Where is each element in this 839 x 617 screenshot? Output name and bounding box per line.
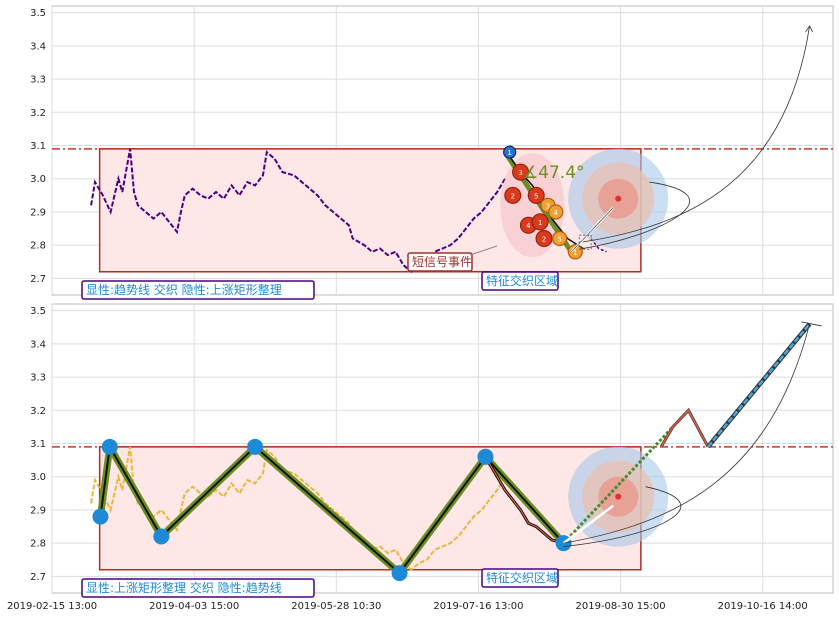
signal-marker-blue <box>503 145 517 159</box>
y-tick-label: 3.1 <box>30 439 46 450</box>
price-series-tail <box>590 238 607 253</box>
signal-marker-blue-label: 1 <box>507 149 511 157</box>
zigzag-pivot-marker <box>391 565 408 582</box>
projection-arrow-head <box>805 25 813 33</box>
projection-curve-secondary <box>583 181 690 249</box>
zigzag-pivot-marker <box>101 438 118 455</box>
signal-marker-orange <box>552 230 568 247</box>
focus-box <box>578 234 592 250</box>
signal-marker-label: 1 <box>573 249 577 257</box>
signal-marker-orange <box>548 204 564 220</box>
pattern-label-text: 显性:趋势线 交织 隐性:上涨矩形整理 <box>86 282 282 297</box>
top-chart-panel: 2.72.82.93.03.13.23.33.43.523451234511∡4… <box>30 5 834 300</box>
signal-marker-label: 1 <box>538 219 542 227</box>
signal-marker-label: 5 <box>534 192 538 200</box>
target-center-point <box>615 493 622 500</box>
signal-marker-red <box>512 163 530 181</box>
signal-event-label-text: 短信号事件 <box>412 255 472 269</box>
y-tick-label: 3.4 <box>30 41 46 52</box>
signal-event-pointer <box>469 245 498 256</box>
y-tick-label: 3.3 <box>30 373 46 384</box>
pattern-label-box <box>81 280 315 300</box>
signal-marker-red <box>535 230 553 248</box>
zigzag-pivot-marker <box>477 448 494 465</box>
y-tick-label: 3.5 <box>30 306 46 317</box>
forecast-blue-line <box>707 323 811 448</box>
x-axis: 2019-02-15 13:00 2019-04-03 15:00 2019-05-… <box>7 601 808 612</box>
y-tick-label: 2.9 <box>30 505 46 516</box>
y-tick-label: 3.1 <box>30 141 46 152</box>
signal-marker-label: 2 <box>542 236 546 244</box>
signal-marker-label: 4 <box>526 222 531 230</box>
projection-arrow-white <box>562 504 614 545</box>
projection-curve <box>563 323 810 544</box>
zigzag-pivot-marker <box>247 438 264 455</box>
x-tick-label: 2019-10-16 14:00 <box>718 601 808 612</box>
pattern-label-box <box>81 578 315 598</box>
y-tick-label: 3.2 <box>30 108 46 119</box>
signal-marker-red <box>531 213 549 231</box>
bottom-chart-panel: 2.7 2.8 2.9 3.0 3.1 3.2 3.3 3.4 3.5 特征交织区域显性:上涨矩形… <box>30 303 834 598</box>
red-zigzag-core <box>484 456 564 544</box>
y-tick-label: 3.5 <box>30 8 46 19</box>
forecast-end-tick <box>801 321 822 327</box>
signal-marker-label: 3 <box>546 202 550 210</box>
projection-curve-secondary <box>563 486 682 547</box>
y-tick-label: 2.9 <box>30 207 46 218</box>
signal-marker-red <box>527 186 545 204</box>
projection-arrow-outline <box>571 207 614 253</box>
x-tick-label: 2019-07-16 13:00 <box>433 601 523 612</box>
angle-label: ∡47.4° <box>523 163 585 183</box>
feature-zone-label-box <box>481 568 559 588</box>
feature-zone-label-text: 特征交织区域 <box>486 273 558 288</box>
signal-marker-orange <box>567 244 583 260</box>
x-tick-label: 2019-02-15 13:00 <box>7 601 97 612</box>
signal-marker-label: 2 <box>511 192 515 200</box>
x-tick-label: 2019-08-30 15:00 <box>576 601 666 612</box>
y-tick-label: 2.7 <box>30 274 46 285</box>
signal-marker-label: 4 <box>554 209 559 217</box>
y-tick-label: 3.0 <box>30 472 46 483</box>
zigzag-pivot-marker <box>92 508 109 525</box>
forecast-up-line <box>562 409 690 545</box>
feature-zone-label-box <box>481 271 559 291</box>
signal-marker-label: 3 <box>518 169 522 177</box>
y-tick-label: 3.3 <box>30 75 46 86</box>
feature-zone-label-text: 特征交织区域 <box>486 570 558 585</box>
y-tick-label: 3.4 <box>30 339 46 350</box>
y-tick-label: 2.7 <box>30 572 46 583</box>
signal-event-label-box <box>407 252 473 272</box>
x-tick-label: 2019-04-03 15:00 <box>149 601 239 612</box>
signal-marker-label: 5 <box>557 236 561 244</box>
y-tick-label: 3.2 <box>30 406 46 417</box>
target-center-point <box>615 195 622 202</box>
zigzag-pivot-marker <box>153 528 170 545</box>
forecast-red-line <box>660 409 709 448</box>
x-tick-label: 2019-05-28 10:30 <box>291 601 381 612</box>
projection-curve <box>583 25 810 243</box>
y-tick-label: 2.8 <box>30 539 46 550</box>
pattern-label-text: 显性:上涨矩形整理 交织 隐性:趋势线 <box>86 580 282 595</box>
y-tick-label: 2.8 <box>30 241 46 252</box>
y-tick-label: 3.0 <box>30 174 46 185</box>
signal-marker-red <box>504 186 522 204</box>
